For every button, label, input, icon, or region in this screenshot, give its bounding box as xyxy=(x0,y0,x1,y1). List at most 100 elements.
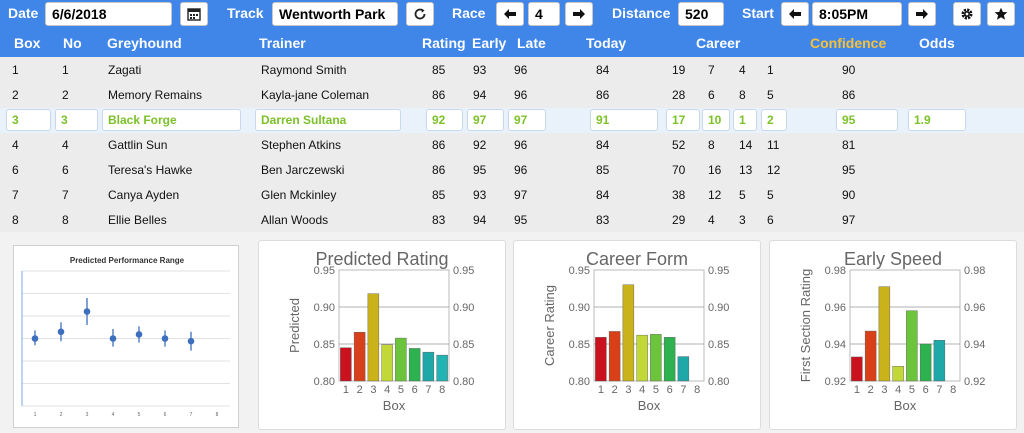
data-point xyxy=(57,328,65,336)
start-time-input[interactable]: 8:05PM xyxy=(812,2,902,26)
cell-career-thirds: 2 xyxy=(761,109,787,131)
y-tick-label-left: 0.98 xyxy=(825,265,846,277)
cell-rating: 86 xyxy=(432,138,446,152)
x-tick-label: 7 xyxy=(190,412,193,418)
date-input[interactable]: 6/6/2018 xyxy=(45,2,172,26)
favorite-button[interactable] xyxy=(987,2,1015,26)
bar-box-2 xyxy=(608,331,621,382)
cell-career-wins: 7 xyxy=(708,63,715,77)
settings-button[interactable] xyxy=(953,2,981,26)
y-tick-label-left: 0.95 xyxy=(569,265,590,277)
cell-career-thirds: 12 xyxy=(767,163,781,177)
cell-trainer: Darren Sultana xyxy=(255,109,401,131)
race-prev-button[interactable] xyxy=(496,2,524,26)
cell-box: 3 xyxy=(6,109,51,131)
bar-box-1 xyxy=(595,337,607,382)
y-tick-label-left: 0.95 xyxy=(314,265,335,277)
x-tick-label: 7 xyxy=(425,384,431,396)
cell-no: 1 xyxy=(62,63,69,77)
x-tick-label: 5 xyxy=(653,384,659,396)
table-row[interactable]: 6 6 Teresa's Hawke Ben Jarczewski 86 95 … xyxy=(0,158,1024,183)
column-header-no[interactable]: No xyxy=(63,35,82,51)
cell-early: 97 xyxy=(467,109,504,131)
card-title: Career Form xyxy=(585,249,688,269)
cell-today: 91 xyxy=(590,109,658,131)
cell-today: 83 xyxy=(596,213,610,227)
race-next-button[interactable] xyxy=(565,2,593,26)
x-tick-label: 8 xyxy=(216,412,219,418)
x-tick-label: 8 xyxy=(694,384,700,396)
race-number-input[interactable]: 4 xyxy=(528,2,560,26)
cell-greyhound: Teresa's Hawke xyxy=(108,163,193,177)
y-tick-label-left: 0.85 xyxy=(314,339,335,351)
x-tick-label: 5 xyxy=(138,412,141,418)
y-tick-label-right: 0.95 xyxy=(453,265,474,277)
column-header-confidence[interactable]: Confidence xyxy=(810,35,887,51)
cell-career-thirds: 5 xyxy=(767,188,774,202)
cell-today: 84 xyxy=(596,188,610,202)
x-tick-label: 4 xyxy=(112,412,115,418)
column-header-late[interactable]: Late xyxy=(517,35,546,51)
race-label: Race xyxy=(452,5,486,21)
x-tick-label: 7 xyxy=(936,384,942,396)
cell-career-thirds: 6 xyxy=(767,213,774,227)
cell-today: 84 xyxy=(596,138,610,152)
table-row[interactable]: 1 1 Zagati Raymond Smith 85 93 96 84 19 … xyxy=(0,58,1024,83)
x-tick-label: 1 xyxy=(854,384,860,396)
x-tick-label: 3 xyxy=(625,384,631,396)
cell-career-wins: 8 xyxy=(708,138,715,152)
cell-trainer: Kayla-jane Coleman xyxy=(261,88,370,102)
cell-career-starts: 19 xyxy=(672,63,686,77)
cell-confidence: 90 xyxy=(842,63,856,77)
bar-box-5 xyxy=(395,337,407,382)
x-tick-label: 5 xyxy=(909,384,915,396)
cell-career-seconds: 8 xyxy=(739,88,746,102)
x-tick-label: 2 xyxy=(357,384,363,396)
track-input[interactable]: Wentworth Park xyxy=(272,2,398,26)
early-speed-card: Early Speed 0.92 0.92 0.94 0.94 0.96 0.96 0.98… xyxy=(769,240,1017,430)
table-row[interactable]: 7 7 Canya Ayden Glen Mckinley 85 93 97 8… xyxy=(0,183,1024,208)
bar-box-7 xyxy=(677,356,690,382)
cell-odds[interactable]: 1.9 xyxy=(908,109,966,131)
column-header-rating[interactable]: Rating xyxy=(422,35,466,51)
start-next-button[interactable] xyxy=(908,2,936,26)
cell-career-starts: 38 xyxy=(672,188,686,202)
column-header-box[interactable]: Box xyxy=(14,35,41,51)
x-tick-label: 8 xyxy=(950,384,956,396)
start-prev-button[interactable] xyxy=(781,2,809,26)
table-row-selected[interactable]: 3 3 Black Forge Darren Sultana 92 97 97 … xyxy=(0,108,1024,133)
calendar-button[interactable] xyxy=(180,2,208,26)
y-tick-label-right: 0.85 xyxy=(453,339,474,351)
column-header-greyhound[interactable]: Greyhound xyxy=(107,35,182,51)
x-tick-label: 5 xyxy=(398,384,404,396)
cell-early: 94 xyxy=(473,88,487,102)
y-axis-label: First Section Rating xyxy=(798,269,813,382)
cell-trainer: Stephen Atkins xyxy=(261,138,342,152)
bar-box-8 xyxy=(436,354,448,382)
table-row[interactable]: 4 4 Gattlin Sun Stephen Atkins 86 92 96 … xyxy=(0,133,1024,158)
cell-career-wins: 10 xyxy=(702,109,730,131)
bar-box-1 xyxy=(340,347,352,382)
distance-input[interactable]: 520 xyxy=(678,2,724,26)
cell-greyhound: Gattlin Sun xyxy=(108,138,168,152)
date-label: Date xyxy=(8,5,39,21)
career-form-card: Career Form 0.80 0.80 0.85 0.85 0.90 0.90 0.95… xyxy=(513,240,761,430)
column-header-trainer[interactable]: Trainer xyxy=(259,35,306,51)
cell-rating: 86 xyxy=(432,88,446,102)
column-header-today[interactable]: Today xyxy=(586,35,627,51)
column-header-early[interactable]: Early xyxy=(472,35,507,51)
y-tick-label-right: 0.80 xyxy=(453,376,474,388)
data-point xyxy=(135,331,143,338)
table-row[interactable]: 8 8 Ellie Belles Allan Woods 83 94 95 83… xyxy=(0,208,1024,233)
arrow-right-icon xyxy=(916,9,928,19)
column-header-career[interactable]: Career xyxy=(696,35,741,51)
cell-late: 97 xyxy=(514,188,528,202)
table-row[interactable]: 2 2 Memory Remains Kayla-jane Coleman 86… xyxy=(0,83,1024,108)
refresh-button[interactable] xyxy=(406,2,434,26)
cell-career-seconds: 1 xyxy=(733,109,757,131)
cell-early: 93 xyxy=(473,63,487,77)
star-icon xyxy=(994,7,1008,20)
y-tick-label-right: 0.94 xyxy=(964,339,985,351)
cell-late: 96 xyxy=(514,88,528,102)
column-header-odds[interactable]: Odds xyxy=(919,35,955,51)
